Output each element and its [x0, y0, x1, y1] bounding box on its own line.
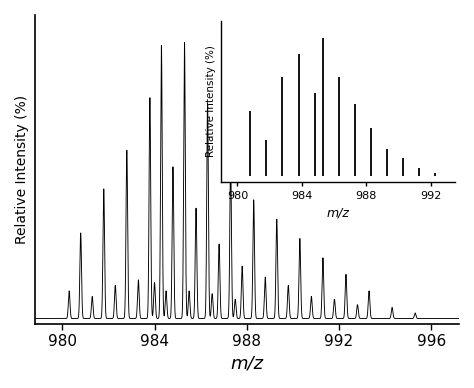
Y-axis label: Relative Intensity (%): Relative Intensity (%) [15, 95, 29, 244]
X-axis label: m/z: m/z [230, 355, 264, 373]
